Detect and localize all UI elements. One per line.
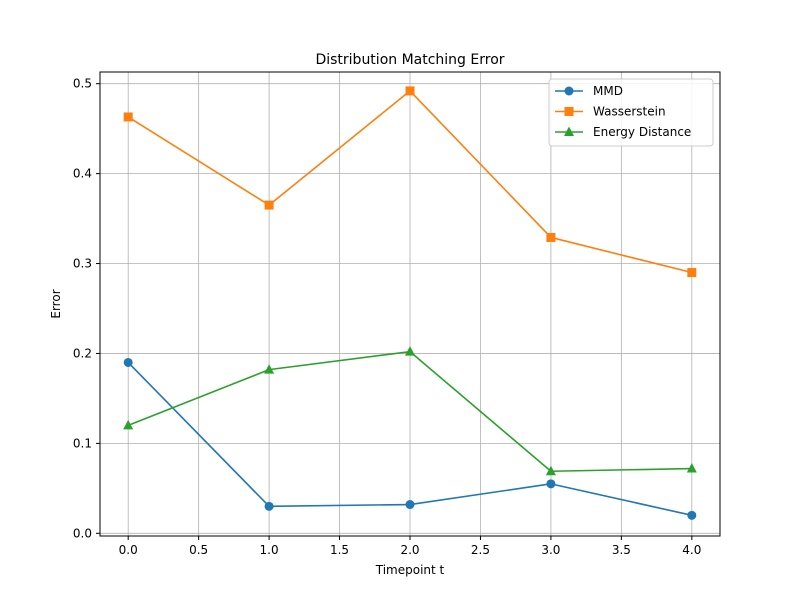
y-tick-label: 0.5 (73, 77, 92, 91)
data-point-energy-distance (123, 419, 134, 430)
data-point-energy-distance (264, 364, 275, 374)
x-tick-label: 0.0 (119, 543, 138, 557)
legend-marker-wasserstein (564, 107, 574, 116)
legend: MMD Wasserstein Energy Distance (548, 78, 714, 147)
x-tick-label: 3.0 (541, 543, 560, 557)
legend-box (548, 78, 714, 147)
legend-marker-energy-distance (564, 126, 574, 136)
data-point-wasserstein (687, 268, 697, 278)
data-point-wasserstein (264, 200, 274, 210)
x-axis-label: Timepoint t (375, 563, 445, 577)
x-tick-label: 2.0 (400, 543, 419, 557)
x-tick-label: 1.0 (260, 543, 279, 557)
legend-label-energy-distance: Energy Distance (593, 125, 691, 139)
x-tick-label: 1.5 (330, 543, 349, 557)
y-axis-label: Error (49, 289, 63, 318)
series-wasserstein (123, 86, 697, 278)
data-point-energy-distance (686, 463, 697, 473)
legend-label-mmd: MMD (593, 84, 623, 98)
legend-label-wasserstein: Wasserstein (593, 105, 666, 119)
y-tick-label: 0.0 (73, 526, 92, 540)
data-point-wasserstein (405, 86, 415, 96)
legend-marker-mmd (564, 86, 574, 96)
x-tick-label: 3.5 (612, 543, 631, 557)
data-point-mmd (546, 479, 556, 489)
data-point-mmd (123, 357, 133, 367)
y-tick-label: 0.1 (73, 436, 92, 450)
x-tick-label: 2.5 (471, 543, 490, 557)
x-tick-label: 4.0 (682, 543, 701, 557)
chart-title: Distribution Matching Error (315, 52, 504, 68)
axis-ticks: 0.0 0.5 1.0 1.5 2.0 2.5 3.0 3.5 4.0 0.0 0.1 0.2 0.3 0… (73, 77, 701, 557)
y-tick-label: 0.4 (73, 167, 92, 181)
series-energy-distance (123, 346, 697, 476)
y-tick-label: 0.3 (73, 257, 92, 271)
data-point-wasserstein (123, 112, 133, 122)
data-point-mmd (405, 500, 415, 510)
gridlines (100, 72, 720, 536)
series-lines (123, 86, 697, 520)
data-point-mmd (687, 510, 697, 520)
x-tick-label: 0.5 (189, 543, 208, 557)
data-point-mmd (264, 501, 274, 511)
data-point-energy-distance (545, 465, 556, 476)
data-point-energy-distance (405, 346, 415, 356)
data-point-wasserstein (546, 232, 556, 242)
y-tick-label: 0.2 (73, 346, 92, 360)
series-mmd (123, 357, 697, 520)
